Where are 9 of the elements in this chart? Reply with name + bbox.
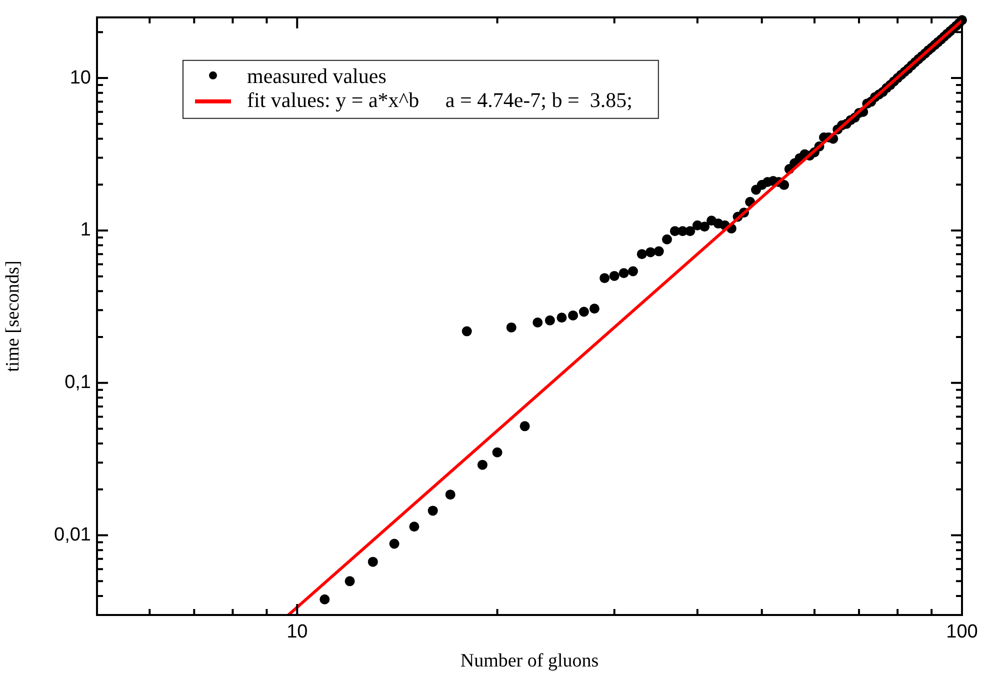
legend-label: fit values: y = a*x^b a = 4.74e-7; b = 3.85; bbox=[247, 88, 632, 112]
x-tick-label: 100 bbox=[946, 622, 978, 643]
legend-label: measured values bbox=[247, 64, 386, 88]
y-tick-label: 10 bbox=[70, 67, 91, 88]
y-tick-label: 1 bbox=[80, 220, 91, 241]
y-tick-label: 0,01 bbox=[54, 524, 91, 546]
y-tick-label: 0,1 bbox=[64, 372, 91, 394]
y-axis-title: time [seconds] bbox=[2, 260, 24, 372]
x-axis-title: Number of gluons bbox=[460, 650, 599, 672]
